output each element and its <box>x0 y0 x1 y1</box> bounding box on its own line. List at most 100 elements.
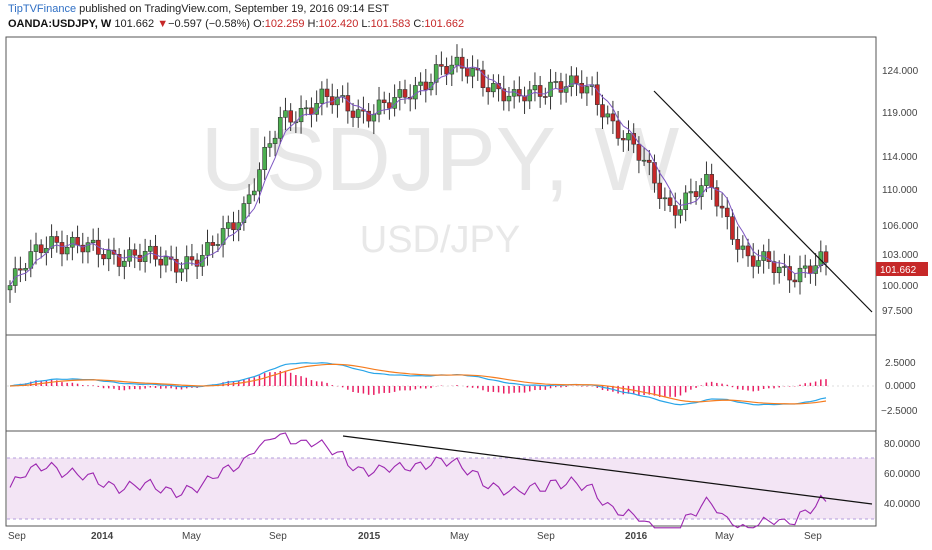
price-tick-label: 119.000 <box>882 108 918 119</box>
candle-body <box>672 205 678 216</box>
rsi-panel-frame <box>5 430 877 527</box>
candle-body <box>693 191 699 197</box>
candle-body <box>106 249 112 260</box>
candle-body <box>277 117 283 139</box>
candle-body <box>444 66 449 75</box>
candle-body <box>54 236 60 243</box>
candle-body <box>776 266 782 274</box>
candle-body <box>610 113 616 122</box>
candle-body <box>335 96 340 106</box>
price-tick-label: 114.000 <box>882 152 918 163</box>
candle-body <box>127 249 132 262</box>
symbol-label[interactable]: OANDA:USDJPY, W <box>8 18 112 30</box>
last-price-tag <box>876 262 928 276</box>
time-tick-label: Sep <box>804 531 822 542</box>
rsi-trendline[interactable] <box>342 435 873 505</box>
signal-line <box>9 363 827 405</box>
open-value: 102.259 <box>264 18 305 30</box>
candle-body <box>225 222 231 229</box>
candle-body <box>698 185 704 197</box>
candle-body <box>7 285 13 291</box>
macd-tick-label: 0.0000 <box>885 381 916 392</box>
time-tick-label: May <box>715 531 734 542</box>
rsi-line <box>9 432 827 529</box>
candle-body <box>428 81 434 91</box>
high-label: H: <box>307 18 319 30</box>
candle-body <box>465 67 470 77</box>
candle-body <box>667 197 673 206</box>
candle-body <box>459 56 465 69</box>
chart-header: TipTVFinance published on TradingView.co… <box>8 2 908 32</box>
candle-body <box>423 81 429 91</box>
candle-body <box>569 75 574 87</box>
candle-body <box>756 260 761 267</box>
macd-axis: 2.5000 0.0000 −2.5000 <box>881 358 918 417</box>
candle-body <box>522 95 527 102</box>
candle-body <box>709 174 714 188</box>
candle-body <box>620 138 626 141</box>
author-link[interactable]: TipTVFinance <box>8 3 77 15</box>
candle-body <box>324 88 330 97</box>
candle-body <box>413 85 418 100</box>
price-tick-label: 97.500 <box>882 306 913 317</box>
rsi-tick-label: 60.0000 <box>884 469 921 480</box>
watermark-large: USDJPY, W <box>201 110 679 210</box>
candle-body <box>802 265 808 269</box>
candle-body <box>38 244 44 254</box>
candle-body <box>75 237 80 246</box>
price-tick-label: 110.000 <box>882 185 918 196</box>
rsi-band <box>7 458 875 519</box>
candle-body <box>101 254 106 260</box>
candle-body <box>194 259 200 267</box>
candle-body <box>782 266 787 268</box>
candle-body <box>148 245 153 252</box>
candle-body <box>366 110 371 122</box>
candle-body <box>179 268 184 273</box>
candle-body <box>231 222 236 231</box>
rsi-tick-label: 80.0000 <box>884 439 921 450</box>
candle-body <box>574 75 579 84</box>
candle-body <box>792 279 798 283</box>
candle-body <box>267 143 273 148</box>
ohlc-line: OANDA:USDJPY, W 101.662 ▼−0.597 (−0.58%)… <box>8 17 908 32</box>
price-change: −0.597 (−0.58%) <box>168 18 251 30</box>
candle-body <box>626 133 631 141</box>
candle-body <box>433 64 439 83</box>
candle-body <box>381 99 387 104</box>
low-value: 101.583 <box>370 18 411 30</box>
candle-body <box>90 239 96 244</box>
candle-body <box>288 110 293 123</box>
candle-body <box>345 95 351 112</box>
candle-body <box>678 209 683 216</box>
candle-body <box>558 81 564 93</box>
candle-body <box>262 146 267 170</box>
candle-body <box>797 267 803 283</box>
candle-body <box>303 107 309 110</box>
candle-body <box>787 266 792 281</box>
candle-body <box>418 81 423 86</box>
candle-body <box>153 245 158 260</box>
time-tick-label: May <box>182 531 201 542</box>
candle-body <box>491 83 496 93</box>
price-trendline[interactable] <box>653 90 873 313</box>
candle-body <box>116 254 122 267</box>
candle-body <box>470 68 475 77</box>
candle-body <box>688 191 694 194</box>
time-tick-label: 2015 <box>358 531 381 542</box>
time-tick-label: Sep <box>269 531 287 542</box>
close-value: 101.662 <box>424 18 465 30</box>
candle-body <box>23 268 28 271</box>
candle-body <box>350 110 356 118</box>
candle-body <box>189 256 195 261</box>
candle-body <box>532 85 538 91</box>
candle-body <box>18 268 23 271</box>
candle-body <box>704 174 709 186</box>
candle-body <box>766 251 772 262</box>
candle-body <box>283 110 288 118</box>
candle-body <box>80 244 86 253</box>
candle-body <box>506 95 512 102</box>
candle-body <box>49 236 54 249</box>
candle-body <box>724 207 730 218</box>
open-label: O: <box>253 18 265 30</box>
